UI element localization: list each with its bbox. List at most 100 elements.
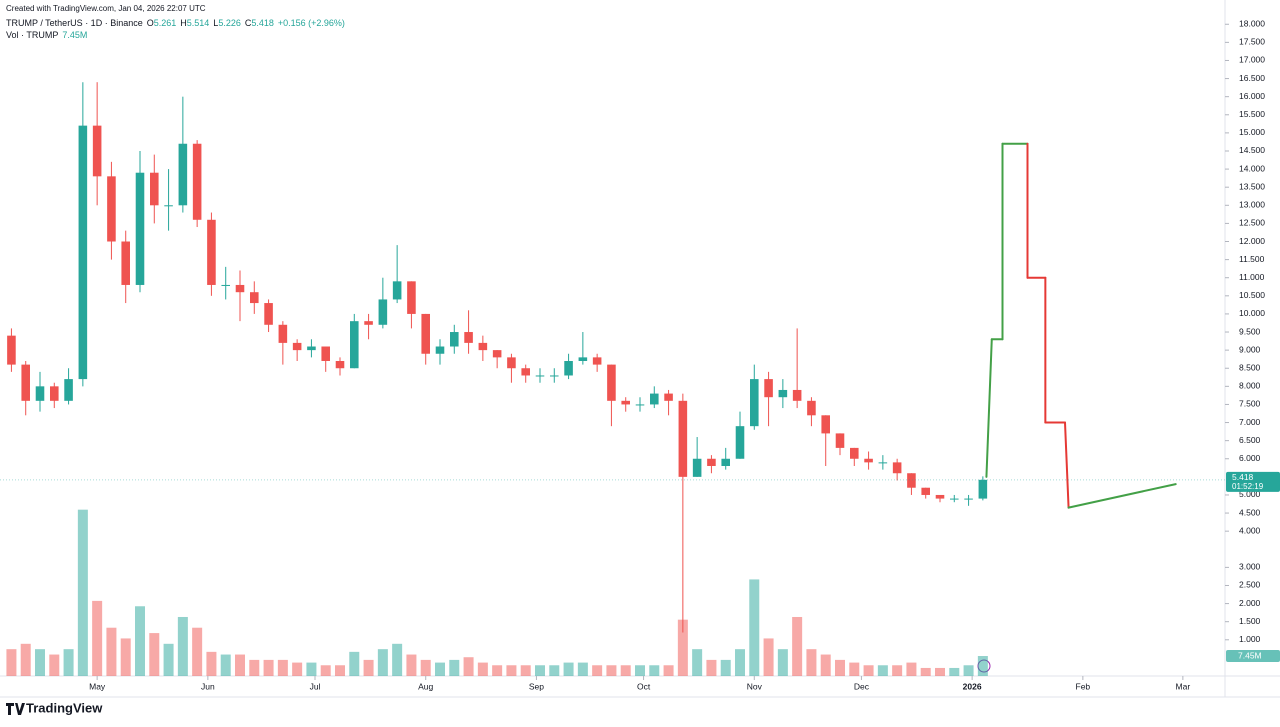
volume-bar — [106, 627, 117, 676]
y-tick-label: 11.000 — [1239, 272, 1265, 282]
countdown: 01:52:19 — [1232, 482, 1264, 491]
candle-body — [292, 342, 302, 351]
candle-body — [50, 386, 59, 401]
volume-bar — [820, 654, 831, 676]
volume-bar — [706, 659, 717, 676]
volume-bar — [735, 649, 745, 676]
symbol-legend: TRUMP / TetherUS · 1D · Binance O5.261 H5.… — [6, 18, 345, 28]
y-tick-label: 8.500 — [1239, 362, 1261, 372]
volume-bar — [920, 667, 931, 676]
candle-body — [550, 375, 559, 377]
ohlc-value: 5.261 — [154, 18, 177, 28]
candle-body — [964, 498, 973, 500]
volume-bar — [320, 665, 331, 676]
volume-bar — [963, 665, 974, 676]
volume-bar — [863, 665, 874, 676]
symbol: TRUMP / TetherUS · 1D · Binance — [6, 18, 143, 28]
volume-bar — [235, 654, 245, 676]
candle-body — [950, 498, 959, 500]
volume-bar — [977, 656, 988, 676]
volume-bar — [435, 662, 445, 676]
ohlc-value: 5.226 — [218, 18, 241, 28]
x-tick-label: 2026 — [963, 681, 982, 691]
volume-legend-label: Vol · TRUMP — [6, 30, 58, 40]
candle-body — [221, 284, 230, 286]
candle-body — [907, 473, 916, 488]
volume-bar — [635, 665, 645, 676]
candle-body — [607, 364, 616, 401]
volume-bar — [63, 649, 74, 676]
candle-body — [164, 205, 173, 207]
candle-body — [235, 284, 245, 293]
volume-legend-value: 7.45M — [62, 30, 87, 40]
volume-bar — [935, 667, 945, 676]
x-tick-label: Aug — [418, 681, 433, 691]
candle-body — [878, 462, 888, 464]
candle-body — [778, 389, 788, 398]
volume-bar — [306, 662, 317, 676]
candle-body — [364, 321, 373, 325]
candle-body — [664, 393, 673, 401]
candle-body — [678, 400, 688, 477]
candle-body — [735, 426, 745, 459]
x-tick-label: Mar — [1176, 681, 1191, 691]
y-tick-label: 13.500 — [1239, 181, 1265, 191]
volume-bar — [906, 662, 917, 676]
ohlc-label: C — [245, 18, 252, 28]
volume-bar — [120, 638, 131, 676]
y-tick-label: 4.000 — [1239, 525, 1261, 535]
volume-bar — [492, 665, 503, 676]
candle-body — [278, 324, 288, 343]
y-tick-label: 17.000 — [1239, 55, 1265, 65]
candle-body — [421, 313, 430, 354]
candle-body — [850, 447, 859, 459]
y-tick-label: 1.500 — [1239, 616, 1261, 626]
candle-body — [592, 357, 602, 365]
y-tick-label: 10.000 — [1239, 308, 1265, 318]
volume-bar — [806, 649, 817, 676]
volume-bar — [849, 662, 860, 676]
volume-bar — [835, 659, 845, 676]
candle-body — [250, 292, 259, 304]
ohlc-value: 5.514 — [187, 18, 210, 28]
candle-body — [307, 346, 316, 351]
candle-body — [21, 364, 30, 401]
volume-bar — [777, 649, 788, 676]
candle-body — [92, 125, 102, 177]
volume-bar — [392, 643, 403, 676]
y-tick-label: 1.000 — [1239, 634, 1261, 644]
y-tick-label: 11.500 — [1239, 254, 1265, 264]
volume-bar — [406, 654, 417, 676]
y-tick-label: 4.500 — [1239, 507, 1261, 517]
volume-bar — [763, 638, 774, 676]
y-tick-label: 2.500 — [1239, 580, 1261, 590]
candle-body — [350, 321, 359, 369]
logo-icon — [6, 703, 25, 715]
volume-bar — [620, 665, 631, 676]
candle-body — [150, 172, 159, 206]
volume-bar — [292, 662, 303, 676]
y-tick-label: 7.500 — [1239, 399, 1261, 409]
candle-body — [835, 433, 845, 448]
volume-bar — [592, 665, 603, 676]
x-tick-label: Feb — [1076, 681, 1091, 691]
candle-body — [192, 143, 202, 220]
y-tick-label: 9.500 — [1239, 326, 1261, 336]
volume-bar — [649, 665, 660, 676]
candle-body — [564, 360, 573, 376]
candle-body — [392, 281, 402, 300]
volume-bar — [692, 649, 703, 676]
volume-bar — [535, 665, 545, 676]
volume-legend: Vol · TRUMP 7.45M — [6, 30, 87, 40]
ohlc-label: L — [213, 18, 218, 28]
volume-bar — [6, 649, 17, 676]
x-tick-label: May — [89, 681, 106, 691]
volume-bar — [506, 665, 517, 676]
y-tick-label: 13.000 — [1239, 200, 1265, 210]
volume-bar — [892, 665, 903, 676]
y-tick-label: 12.000 — [1239, 236, 1265, 246]
volume-bar — [92, 600, 103, 676]
x-tick-label: Jun — [201, 681, 215, 691]
volume-bar — [177, 616, 188, 676]
